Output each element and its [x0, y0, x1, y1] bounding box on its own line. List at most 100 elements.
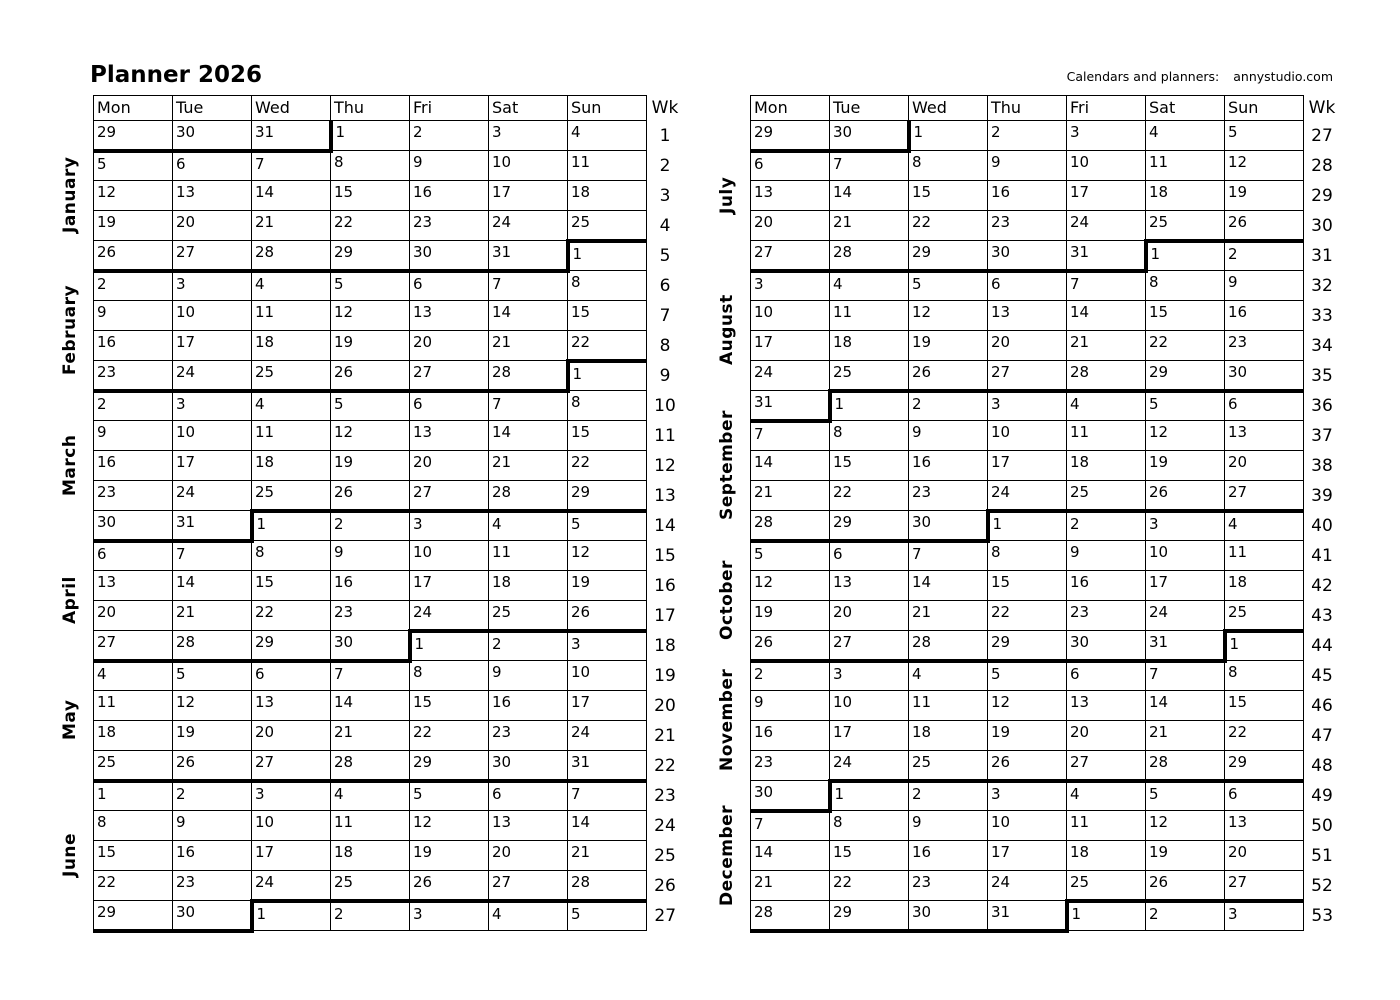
date-cell: 29 [93, 120, 173, 153]
date-cell: 21 [1145, 720, 1225, 751]
date-cell: 27 [1224, 870, 1304, 903]
date-cell: 11 [251, 420, 331, 451]
date-cell: 16 [1066, 570, 1146, 601]
date-cell: 29 [330, 240, 410, 273]
week-number: 49 [1311, 785, 1333, 806]
date-cell: 16 [908, 450, 988, 481]
date-cell: 30 [987, 240, 1067, 273]
date-cell: 3 [172, 390, 252, 421]
date-cell: 23 [1066, 600, 1146, 631]
date-cell: 27 [488, 870, 568, 903]
month-label-october: October [717, 560, 737, 640]
week-row: 4 5 6 7 8 9 10 19 [93, 660, 684, 691]
week-number: 13 [654, 485, 676, 506]
date-cell: 23 [409, 210, 489, 241]
date-cell: 1 [827, 780, 909, 811]
date-cell: 4 [330, 780, 410, 811]
week-row: 29 30 31 1 2 3 4 1 [93, 120, 684, 153]
date-cell: 9 [908, 810, 988, 841]
date-cell: 11 [1145, 150, 1225, 181]
date-cell: 21 [251, 210, 331, 241]
date-cell: 20 [1224, 450, 1304, 481]
date-cell: 9 [1224, 270, 1304, 301]
week-number: 2 [659, 155, 671, 176]
date-cell: 2 [409, 120, 489, 151]
week-number: 1 [659, 125, 671, 146]
date-cell: 15 [409, 690, 489, 721]
date-cell: 23 [908, 480, 988, 511]
date-cell: 17 [829, 720, 909, 751]
month-label-march: March [60, 434, 80, 496]
date-cell: 12 [1224, 150, 1304, 181]
week-row: 2 3 4 5 6 7 8 10 [93, 390, 684, 421]
date-cell: 7 [330, 660, 410, 691]
date-cell: 10 [409, 540, 489, 571]
date-cell: 20 [1224, 840, 1304, 871]
date-cell: 8 [1145, 270, 1225, 301]
date-cell: 11 [330, 810, 410, 841]
date-cell: 2 [1224, 240, 1304, 271]
week-number: 53 [1311, 905, 1334, 926]
date-cell: 27 [251, 750, 331, 783]
date-cell: 5 [93, 150, 173, 181]
date-cell: 4 [488, 900, 568, 931]
week-row: 19 20 21 22 23 24 25 4 [93, 210, 684, 243]
date-cell: 29 [1145, 360, 1225, 393]
week-row: 6 7 8 9 10 11 12 15 [93, 540, 684, 571]
date-cell: 22 [1145, 330, 1225, 361]
date-cell: 19 [1224, 180, 1304, 211]
date-cell: 3 [750, 270, 830, 301]
calendar-table-jan-jun: Mon Tue Wed Thu Fri Sat Sun Wk 29 30 31 1 2 3 4 1 5 6 7 8 9 1… [93, 95, 684, 933]
week-number: 45 [1311, 665, 1333, 686]
week-row: 16 17 18 19 20 21 22 12 [93, 450, 684, 481]
week-row: 8 9 10 11 12 13 14 24 [93, 810, 684, 841]
month-label-july: July [717, 176, 737, 214]
date-cell: 19 [1145, 450, 1225, 481]
date-cell: 31 [488, 240, 568, 273]
date-cell: 29 [750, 120, 830, 153]
month-label-december: December [717, 804, 737, 906]
date-cell: 24 [829, 750, 909, 783]
date-cell: 2 [1145, 900, 1225, 931]
week-row: 13 14 15 16 17 18 19 29 [750, 180, 1341, 211]
date-cell: 14 [908, 570, 988, 601]
date-cell: 23 [908, 870, 988, 901]
week-row: 27 28 29 30 1 2 3 18 [93, 630, 684, 663]
date-cell: 13 [409, 300, 489, 331]
week-number: 39 [1311, 485, 1333, 506]
date-cell: 12 [409, 810, 489, 841]
date-cell: 20 [1066, 720, 1146, 751]
date-cell: 8 [330, 150, 410, 181]
date-cell: 14 [750, 450, 830, 481]
week-number: 19 [654, 665, 676, 686]
date-cell: 31 [172, 510, 252, 543]
date-cell: 14 [330, 690, 410, 721]
date-cell: 1 [249, 510, 331, 541]
date-cell: 15 [567, 420, 647, 451]
date-cell: 20 [93, 600, 173, 631]
week-row: 14 15 16 17 18 19 20 38 [750, 450, 1341, 481]
date-cell: 20 [987, 330, 1067, 361]
date-cell: 15 [829, 840, 909, 871]
date-cell: 5 [908, 270, 988, 301]
week-number: 51 [1311, 845, 1333, 866]
date-cell: 11 [1224, 540, 1304, 571]
date-cell: 1 [906, 120, 988, 151]
month-label-august: August [717, 294, 737, 366]
date-cell: 22 [908, 210, 988, 241]
date-cell: 5 [1145, 780, 1225, 811]
date-cell: 27 [987, 360, 1067, 393]
date-cell: 29 [567, 480, 647, 513]
date-cell: 18 [1066, 450, 1146, 481]
date-cell: 6 [829, 540, 909, 571]
date-cell: 6 [1224, 390, 1304, 421]
date-cell: 10 [829, 690, 909, 721]
credit-site-link[interactable]: annystudio.com [1233, 69, 1333, 84]
date-cell: 13 [750, 180, 830, 211]
date-cell: 4 [251, 390, 331, 421]
week-number: 7 [659, 305, 671, 326]
date-cell: 13 [93, 570, 173, 601]
date-cell: 19 [750, 600, 830, 631]
date-cell: 15 [1224, 690, 1304, 721]
date-cell: 26 [330, 360, 410, 393]
